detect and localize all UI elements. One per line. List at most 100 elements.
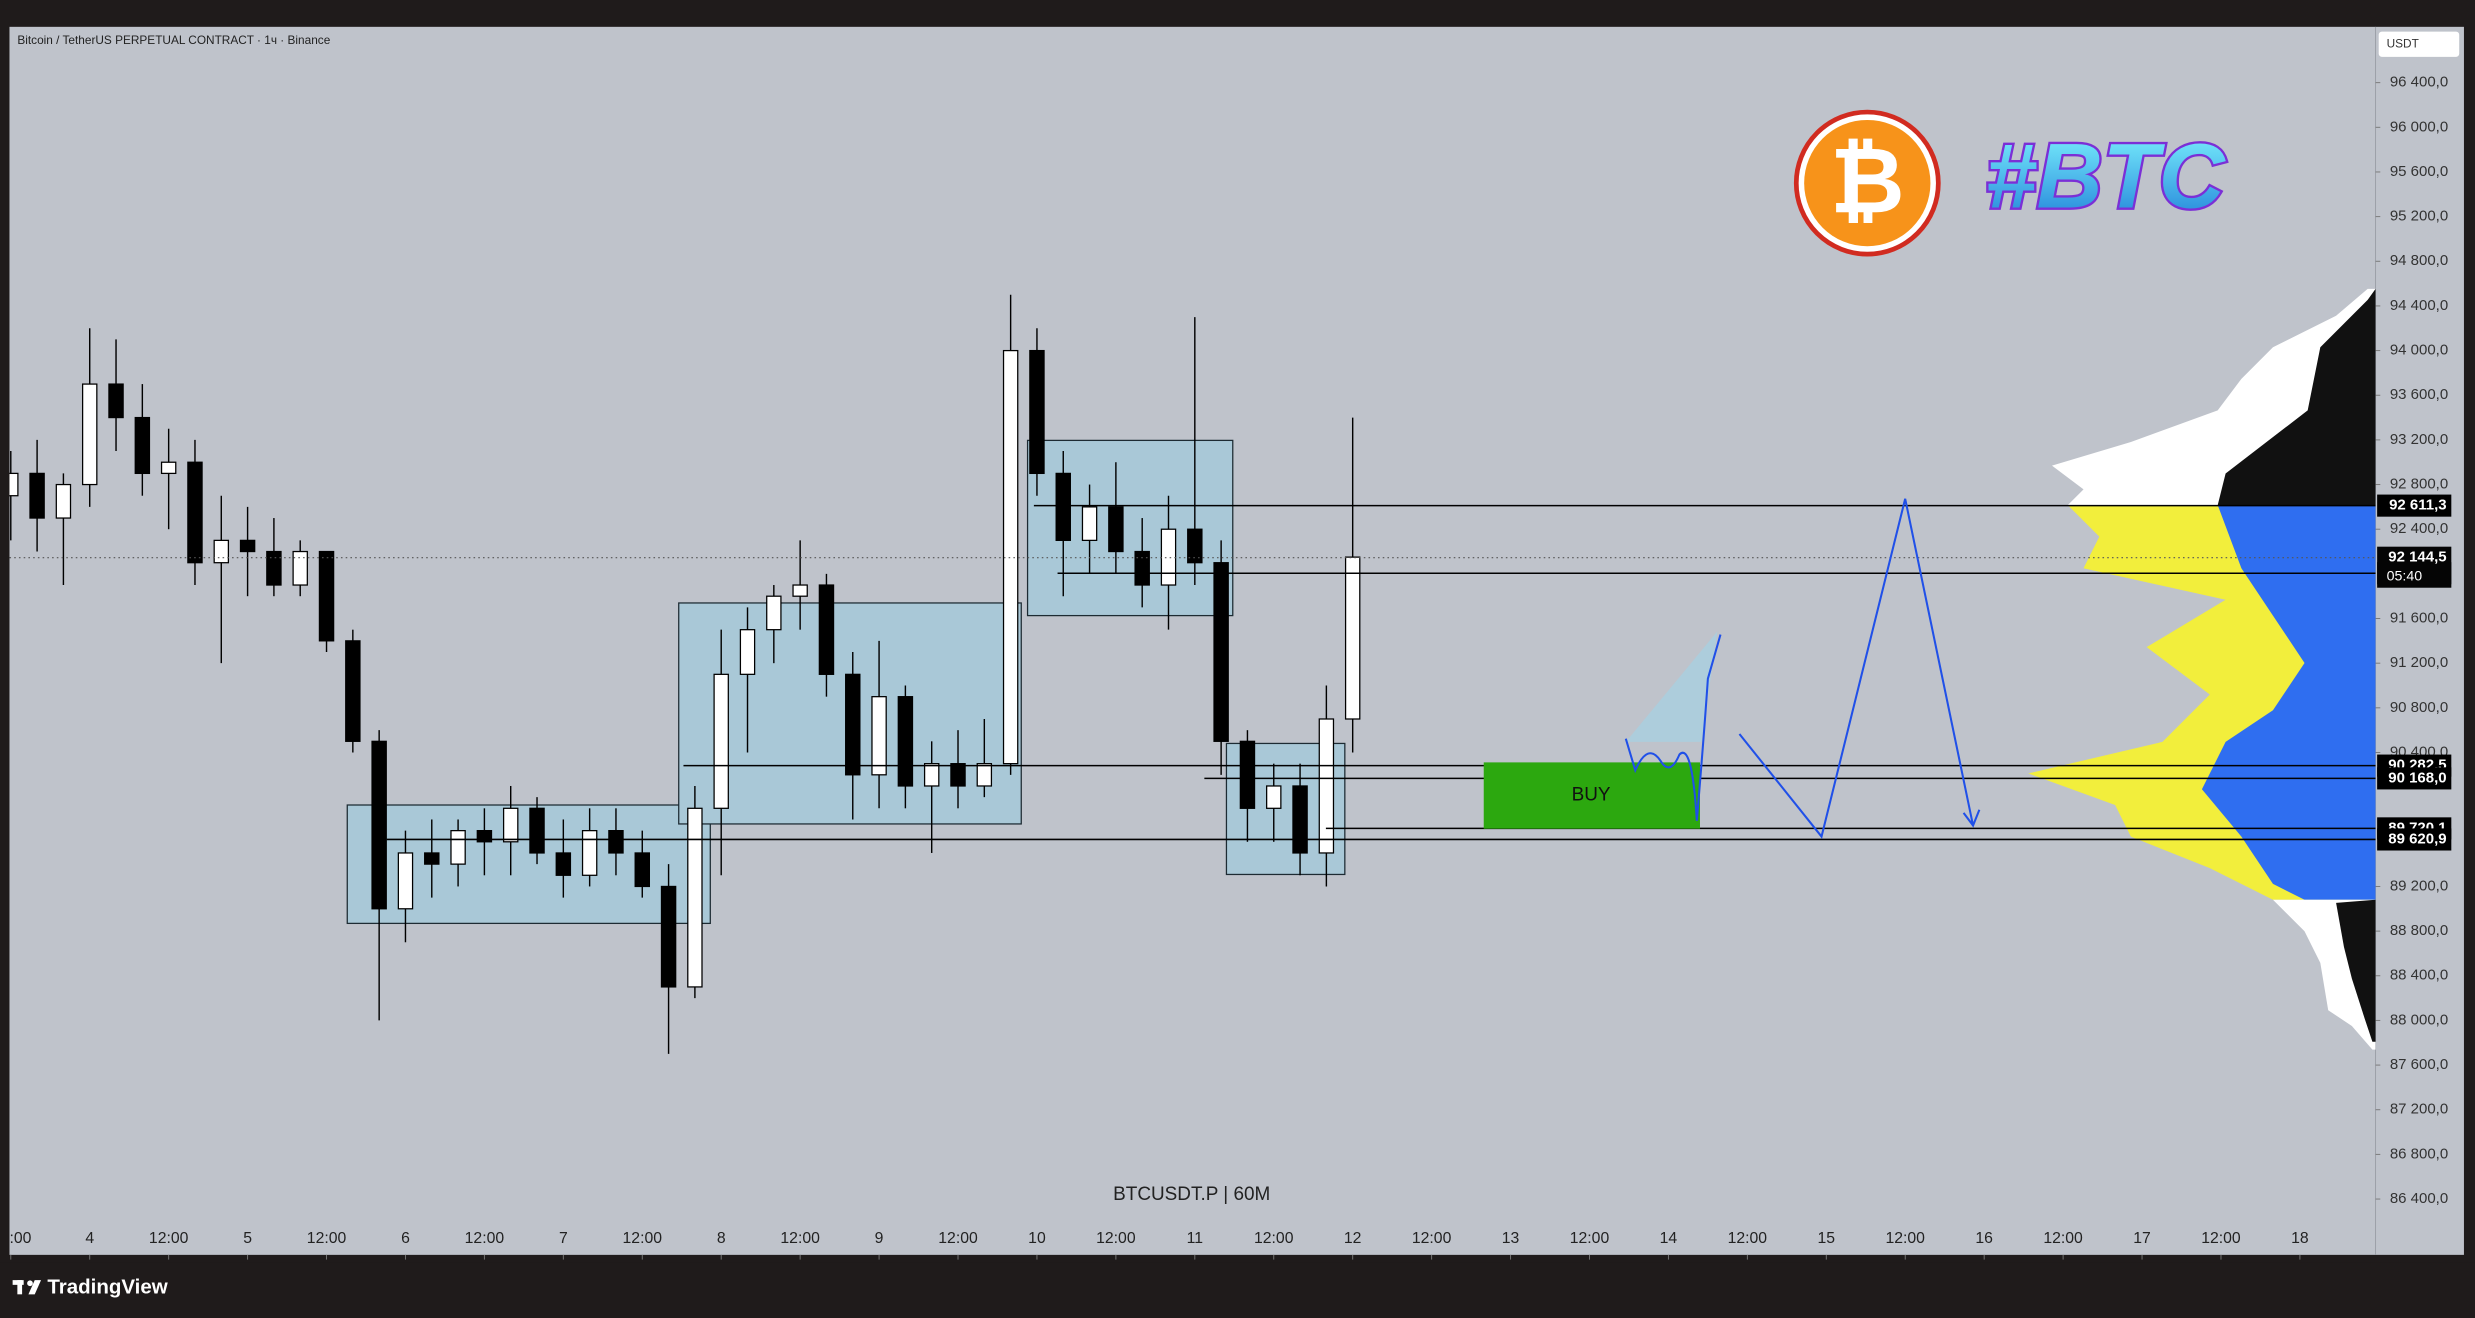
candle-body (502, 807, 519, 843)
candle-body (266, 550, 282, 586)
y-tick-label: 96 400,0 (2390, 74, 2448, 91)
candle-body (1160, 528, 1177, 586)
candle (266, 518, 282, 597)
candle-body (55, 483, 72, 519)
candle (108, 339, 124, 452)
price-level-label: 92 611,3 (2389, 497, 2447, 514)
candle-body (660, 885, 677, 988)
y-tick-label: 87 600,0 (2390, 1056, 2448, 1073)
candle-body (1344, 556, 1361, 720)
candle (1344, 417, 1361, 753)
candle-body (950, 763, 966, 787)
btc-logo (1804, 119, 1931, 247)
candle (555, 819, 572, 898)
y-tick-label: 86 800,0 (2390, 1145, 2448, 1162)
x-tick-label: 12:00 (2043, 1230, 2083, 1247)
candle (1108, 462, 1124, 574)
x-tick-label: 12:00 (1254, 1230, 1294, 1247)
y-tick-label: 95 200,0 (2390, 208, 2448, 225)
candle (239, 506, 256, 597)
buy-label: BUY (1572, 785, 1611, 806)
profile-upper-dark (2217, 288, 2376, 506)
x-tick-label: 12:00 (1886, 1230, 1926, 1247)
profile-lower-dark (2336, 899, 2376, 1042)
candle-body (976, 763, 993, 787)
candle (923, 741, 940, 853)
candle (397, 830, 414, 943)
y-tick-label: 90 800,0 (2390, 699, 2448, 716)
y-tick-label: 94 400,0 (2390, 297, 2448, 314)
candle-body (397, 852, 414, 910)
x-tick-label: 12:00 (623, 1230, 663, 1247)
volume-profile (2028, 288, 2376, 1050)
price-level-box (2377, 494, 2452, 517)
candle (1134, 518, 1150, 608)
candle-body (29, 472, 45, 519)
candle-body (739, 629, 756, 675)
candle (1055, 451, 1071, 597)
candle-body (923, 763, 940, 787)
candle (134, 384, 151, 496)
candle (1081, 484, 1098, 574)
brand[interactable]: TradingView (47, 1275, 167, 1298)
candle-body (1318, 718, 1335, 854)
candle-body (1213, 562, 1229, 742)
price-level-box (2377, 828, 2452, 851)
x-tick-label: 12:00 (1728, 1230, 1768, 1247)
current-price-label: 92 144,5 (2388, 549, 2446, 566)
x-tick-label: 15 (1818, 1230, 1836, 1247)
candle-body (529, 807, 545, 854)
candle-body (318, 550, 335, 642)
x-tick-label: 12:00 (1096, 1230, 1136, 1247)
currency-box[interactable] (2378, 31, 2460, 57)
candle-body (450, 830, 466, 865)
candle-body (213, 539, 230, 564)
candle (660, 864, 677, 1054)
candle-body (845, 673, 861, 776)
projection-path (1624, 634, 1722, 821)
x-tick-label: 7 (559, 1230, 568, 1247)
candle (1213, 540, 1229, 775)
icon-part (28, 1280, 42, 1295)
candle (476, 808, 493, 876)
candle (766, 585, 782, 664)
candle (1187, 317, 1203, 586)
y-tick-label: 94 800,0 (2390, 252, 2448, 269)
x-tick-label: 12:00 (149, 1230, 189, 1247)
candle-body (292, 550, 308, 586)
chart-header: Bitcoin / TetherUS PERPETUAL CONTRACT · … (17, 33, 330, 47)
candle-body (345, 640, 361, 742)
candle-body (1108, 506, 1124, 553)
candle-body (792, 584, 808, 597)
candle (371, 730, 387, 1021)
candle (1292, 763, 1308, 876)
candle (608, 808, 624, 876)
btc-tag: #BTC (1986, 125, 2227, 227)
price-level-box (2377, 767, 2452, 790)
candle (1160, 495, 1177, 630)
chart-area (9, 26, 2376, 1255)
y-tick-label: 89 200,0 (2390, 877, 2448, 894)
candle (687, 785, 703, 999)
candle-body (818, 584, 835, 675)
currency[interactable]: USDT (2387, 36, 2419, 50)
candle-body (371, 740, 387, 910)
candle (55, 473, 72, 586)
candle (976, 718, 993, 798)
icon-part (17, 1280, 23, 1295)
x-tick-label: 6 (401, 1230, 410, 1247)
x-tick-label: 13 (1502, 1230, 1520, 1247)
candle (160, 428, 177, 530)
candle-body (1134, 550, 1150, 586)
y-tick-label: 92 800,0 (2390, 476, 2448, 493)
x-tick-label: 12:00 (780, 1230, 820, 1247)
candle (345, 629, 361, 753)
candle (318, 550, 335, 653)
x-tick-label: 5 (243, 1230, 252, 1247)
candle (81, 328, 98, 507)
profile-value-area-dark (2201, 505, 2376, 900)
candle (634, 830, 651, 898)
tradingview-icon (12, 1280, 42, 1295)
y-tick-label: 88 400,0 (2390, 967, 2448, 984)
